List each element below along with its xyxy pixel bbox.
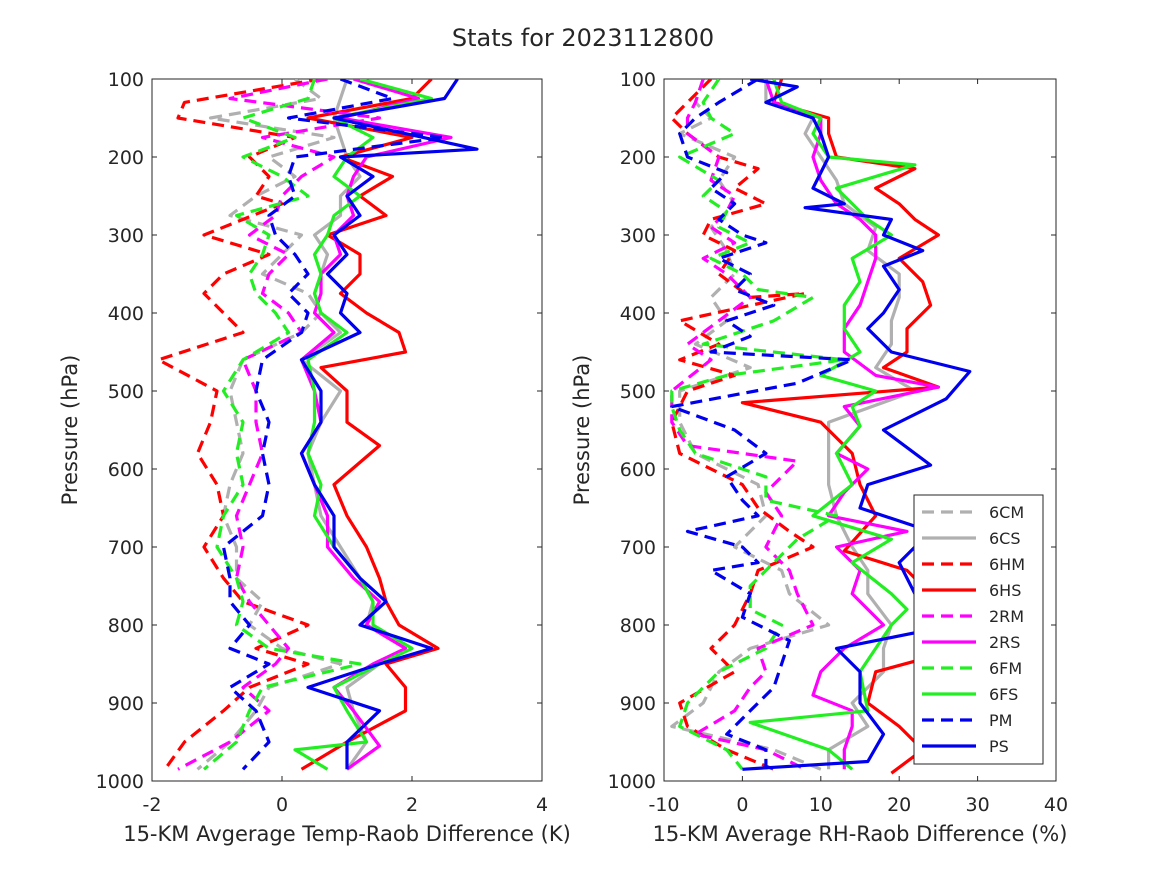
x-tick-label: 4 [536,794,548,816]
x-axis-label: 15-KM Average RH-Raob Difference (%) [653,822,1068,846]
y-tick-label: 1000 [608,771,656,793]
y-tick-label: 600 [108,459,144,481]
x-tick-label: 0 [736,794,748,816]
y-axis-label: Pressure (hPa) [58,355,82,506]
rh-difference-chart: -10 0 10 20 30 40 100 200 300 400 500 600 700 800 900 1… [570,69,1068,846]
y-tick-label: 200 [620,147,656,169]
y-tick-label: 800 [620,615,656,637]
series-line-pm [670,79,854,770]
series-line-6hs [300,79,440,771]
series-line-2rm [177,79,382,771]
y-axis-label: Pressure (hPa) [570,355,594,506]
x-tick-label: -2 [143,794,162,816]
axes-box [663,78,1057,782]
x-tick-label: 40 [1044,794,1068,816]
y-tick-label: 300 [620,225,656,247]
y-tick-label: 100 [620,69,656,91]
y-tick-label: 700 [108,537,144,559]
y-tick-label: 400 [620,303,656,325]
legend-box [913,494,1044,765]
series-line-6fm [670,79,846,771]
x-tick-label: 30 [966,794,990,816]
y-tick-label: 600 [620,459,656,481]
legend-label-6cs: 6CS [989,529,1021,548]
temp-difference-chart: -2 0 2 4 100 200 300 400 500 600 700 800 900 1000 15-K… [58,69,571,846]
x-tick-label: 2 [406,794,418,816]
legend: 6CM 6CS 6HM 6HS 2RM 2RS 6FM 6FS PM PS [913,494,1044,765]
legend-label-ps: PS [989,737,1009,756]
x-tick-label: 20 [887,794,911,816]
y-tick-label: 500 [108,381,144,403]
x-axis-label: 15-KM Avgerage Temp-Raob Difference (K) [123,822,571,846]
legend-label-6fs: 6FS [989,685,1018,704]
x-tick-label: -10 [648,794,679,816]
y-tick-label: 900 [620,693,656,715]
y-tick-label: 700 [620,537,656,559]
series-line-2rm [670,79,815,771]
figure-title: Stats for 2023112800 [452,24,714,52]
series-line-ps [742,79,972,771]
series-line-2rs [764,79,941,770]
legend-label-6hm: 6HM [989,555,1025,574]
series-line-6fm [202,79,362,771]
series-line-2rs [299,79,453,771]
legend-label-2rm: 2RM [989,607,1024,626]
y-tick-label: 900 [108,693,144,715]
y-tick-label: 100 [108,69,144,91]
x-tick-label: 10 [809,794,833,816]
y-tick-label: 400 [108,303,144,325]
series-line-pm [221,79,447,771]
legend-label-6fm: 6FM [989,659,1022,678]
y-tick-label: 200 [108,147,144,169]
legend-label-6cm: 6CM [989,503,1024,522]
legend-label-pm: PM [989,711,1012,730]
y-tick-label: 800 [108,615,144,637]
legend-label-2rs: 2RS [989,633,1020,652]
legend-label-6hs: 6HS [989,581,1021,600]
series-line-6hm [670,79,815,771]
y-tick-label: 500 [620,381,656,403]
y-tick-label: 1000 [96,771,144,793]
y-tick-label: 300 [108,225,144,247]
x-tick-label: 0 [276,794,288,816]
series-line-ps [299,79,479,770]
series-line-6hm [156,79,322,771]
